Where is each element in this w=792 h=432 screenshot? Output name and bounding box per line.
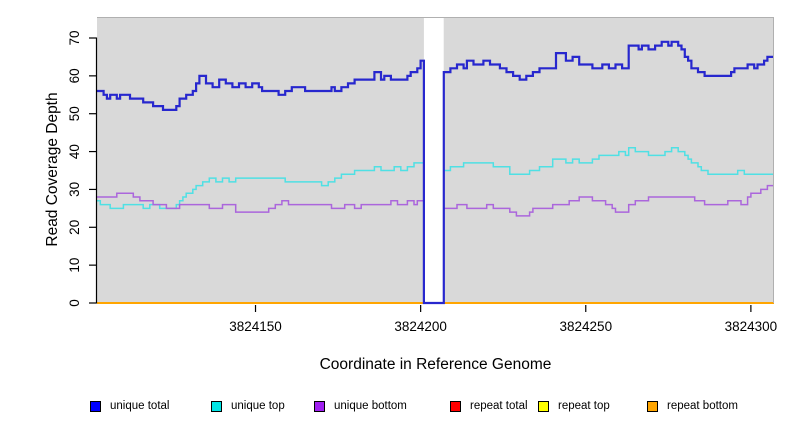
legend-entry-unique-bottom: unique bottom [314,398,407,414]
series-line-unique-bottom [97,184,774,304]
legend-entry-unique-top: unique top [211,398,285,414]
legend-entry-repeat-total: repeat total [450,398,528,414]
y-tick-label: 20 [67,220,82,235]
y-tick-label: 10 [67,258,82,273]
legend-swatch-icon [90,400,101,412]
legend-entry-repeat-top: repeat top [538,398,610,414]
y-tick-label: 60 [67,68,82,83]
x-tick-label: 3824150 [229,319,282,334]
legend-entry-repeat-bottom: repeat bottom [647,398,738,414]
legend-label: unique bottom [334,400,407,412]
y-tick-label: 30 [67,182,82,197]
legend-swatch-icon [538,400,549,412]
x-axis-title: Coordinate in Reference Genome [319,356,552,373]
y-tick-label: 0 [67,299,82,307]
legend-swatch-icon [450,400,461,412]
legend: unique total unique top unique bottom repea… [0,398,792,416]
legend-label: repeat bottom [667,400,738,412]
legend-label: repeat total [470,400,528,412]
y-axis-title: Read Coverage Depth [44,92,61,247]
legend-label: unique top [231,400,285,412]
legend-swatch-icon [211,400,222,412]
legend-label: unique total [110,400,170,412]
no-data-gap-band [423,18,444,304]
coverage-plot-canvas: 0 10 20 30 40 50 60 70 3824150 3824200 3824250 3824… [67,17,778,334]
series-line-unique-top [97,147,774,304]
x-tick-label: 3824300 [725,319,778,334]
y-tick-label: 50 [67,106,82,121]
legend-entry-unique-total: unique total [90,398,169,414]
legend-swatch-icon [314,400,325,412]
legend-label: repeat top [558,400,610,412]
y-tick-label: 70 [67,30,82,45]
x-tick-label: 3824200 [394,319,447,334]
y-tick-label: 40 [67,144,82,159]
x-tick-label: 3824250 [560,319,613,334]
legend-swatch-icon [647,400,658,412]
series-line-unique-total [97,40,774,305]
